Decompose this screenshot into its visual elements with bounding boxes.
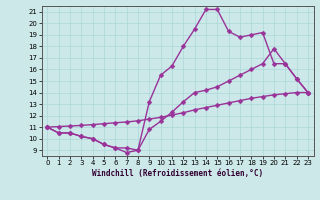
X-axis label: Windchill (Refroidissement éolien,°C): Windchill (Refroidissement éolien,°C) — [92, 169, 263, 178]
